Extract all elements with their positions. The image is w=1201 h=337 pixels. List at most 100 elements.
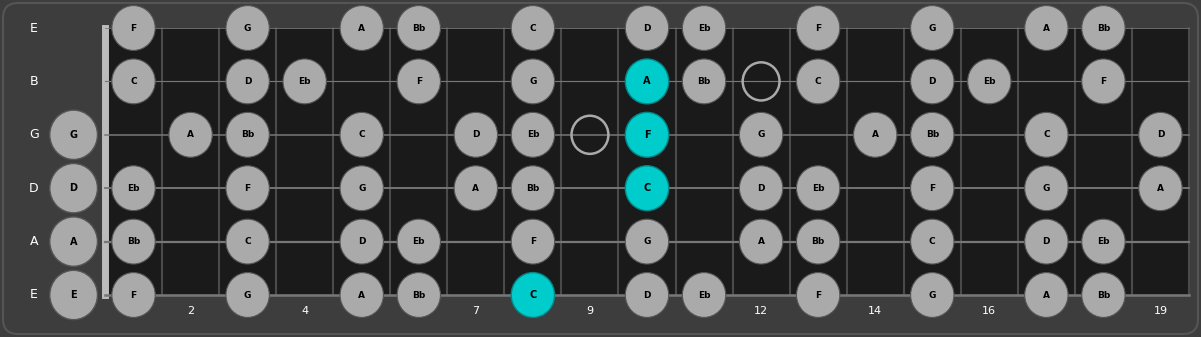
Text: 14: 14	[868, 306, 883, 316]
Ellipse shape	[968, 59, 1011, 104]
Text: G: G	[244, 24, 251, 32]
Ellipse shape	[226, 112, 269, 157]
Text: 11: 11	[697, 306, 711, 316]
Text: F: F	[1100, 77, 1106, 86]
Text: A: A	[1042, 290, 1050, 300]
Ellipse shape	[910, 6, 954, 51]
Ellipse shape	[512, 6, 555, 51]
Text: 15: 15	[925, 306, 939, 316]
Ellipse shape	[910, 219, 954, 264]
Ellipse shape	[512, 59, 555, 104]
Ellipse shape	[112, 219, 155, 264]
Ellipse shape	[226, 166, 269, 211]
Text: G: G	[758, 130, 765, 139]
Text: Bb: Bb	[412, 290, 425, 300]
Text: 6: 6	[416, 306, 423, 316]
Ellipse shape	[796, 219, 839, 264]
Text: D: D	[29, 182, 38, 195]
Text: 9: 9	[586, 306, 593, 316]
Text: D: D	[644, 24, 651, 32]
Text: 16: 16	[982, 306, 997, 316]
Ellipse shape	[398, 59, 441, 104]
Ellipse shape	[512, 273, 555, 317]
Ellipse shape	[682, 6, 725, 51]
Ellipse shape	[1024, 112, 1068, 157]
Text: Eb: Eb	[812, 184, 824, 193]
Text: F: F	[930, 184, 936, 193]
Text: C: C	[530, 290, 537, 300]
Ellipse shape	[340, 112, 383, 157]
Ellipse shape	[340, 219, 383, 264]
Text: E: E	[30, 22, 37, 34]
Ellipse shape	[112, 6, 155, 51]
Ellipse shape	[796, 59, 839, 104]
Text: A: A	[30, 235, 38, 248]
Ellipse shape	[910, 59, 954, 104]
Text: 13: 13	[811, 306, 825, 316]
Text: Bb: Bb	[812, 237, 825, 246]
Ellipse shape	[626, 273, 669, 317]
Text: F: F	[530, 237, 536, 246]
Text: A: A	[187, 130, 195, 139]
Ellipse shape	[49, 163, 97, 213]
Ellipse shape	[398, 273, 441, 317]
Ellipse shape	[796, 273, 839, 317]
FancyBboxPatch shape	[2, 3, 1199, 334]
Text: D: D	[472, 130, 479, 139]
Text: Eb: Eb	[412, 237, 425, 246]
Text: D: D	[644, 290, 651, 300]
Text: 17: 17	[1039, 306, 1053, 316]
Text: C: C	[530, 24, 536, 32]
Ellipse shape	[49, 270, 97, 320]
Ellipse shape	[512, 166, 555, 211]
Ellipse shape	[1139, 166, 1182, 211]
Text: 10: 10	[640, 306, 655, 316]
Text: A: A	[1042, 24, 1050, 32]
Text: 3: 3	[244, 306, 251, 316]
Ellipse shape	[226, 273, 269, 317]
Ellipse shape	[1082, 59, 1125, 104]
Text: F: F	[815, 24, 821, 32]
Text: E: E	[30, 288, 37, 302]
Ellipse shape	[796, 166, 839, 211]
Text: 7: 7	[472, 306, 479, 316]
Ellipse shape	[1139, 112, 1182, 157]
Ellipse shape	[49, 217, 97, 266]
Text: Eb: Eb	[1098, 237, 1110, 246]
Text: 2: 2	[187, 306, 195, 316]
Text: B: B	[29, 75, 38, 88]
FancyBboxPatch shape	[104, 28, 1189, 295]
Text: 1: 1	[130, 306, 137, 316]
Ellipse shape	[626, 219, 669, 264]
Text: Eb: Eb	[984, 77, 996, 86]
Ellipse shape	[398, 219, 441, 264]
Ellipse shape	[49, 110, 97, 159]
Ellipse shape	[1024, 6, 1068, 51]
Ellipse shape	[626, 112, 669, 157]
Ellipse shape	[626, 166, 669, 211]
Text: C: C	[644, 183, 651, 193]
Ellipse shape	[112, 273, 155, 317]
Ellipse shape	[682, 273, 725, 317]
Text: 12: 12	[754, 306, 769, 316]
Ellipse shape	[1024, 166, 1068, 211]
Text: 8: 8	[530, 306, 537, 316]
Text: F: F	[416, 77, 422, 86]
Ellipse shape	[340, 273, 383, 317]
Text: Eb: Eb	[698, 290, 710, 300]
Text: F: F	[815, 290, 821, 300]
Text: A: A	[644, 76, 651, 86]
Text: A: A	[1157, 184, 1164, 193]
Text: A: A	[758, 237, 765, 246]
Ellipse shape	[1024, 219, 1068, 264]
Text: Bb: Bb	[1097, 290, 1110, 300]
Ellipse shape	[454, 112, 497, 157]
Text: C: C	[928, 237, 936, 246]
Text: A: A	[358, 290, 365, 300]
Ellipse shape	[682, 59, 725, 104]
Ellipse shape	[112, 166, 155, 211]
Ellipse shape	[226, 6, 269, 51]
Ellipse shape	[740, 112, 783, 157]
Ellipse shape	[340, 166, 383, 211]
Text: D: D	[244, 77, 251, 86]
